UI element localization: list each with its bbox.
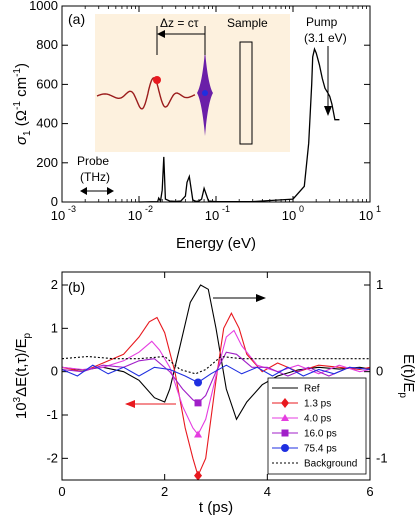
inset-schematic-background — [95, 14, 290, 152]
probe-label-line1: Probe — [77, 154, 109, 168]
panel-a-xtick-label: 10 — [205, 208, 219, 223]
panel-a-xtick-label: 10 — [282, 208, 296, 223]
panel-b-xlabel: t (ps) — [199, 499, 233, 516]
panel-a-ylabel-sub: 1 — [22, 130, 33, 136]
panel-a-series — [138, 47, 340, 203]
panel-a-ytick-label: 600 — [36, 76, 58, 91]
panel-b-ylabel-right-base: E(t)/E — [400, 354, 415, 392]
panel-a-ytick-label: 0 — [51, 194, 58, 209]
panel-b-xtick-label: 0 — [58, 484, 65, 499]
panel-b-series — [61, 284, 371, 481]
legend-label-0: Ref — [304, 384, 320, 395]
panel-b-xtick-label: 6 — [366, 484, 373, 499]
panel-b-ylabel-left: 103ΔE(t,τ)/Ep — [12, 332, 33, 419]
legend-label-3: 16.0 ps — [304, 429, 337, 440]
panel-b-ticks: 0 2 4 6 -2 -1 0 1 2 -1 0 1 — [46, 272, 388, 499]
probe-pulse-marker — [153, 76, 161, 84]
panel-b-ytick-right-label: 0 — [376, 364, 383, 379]
legend-box — [267, 377, 367, 475]
legend: Ref 1.3 ps 4.0 ps 16.0 ps 75.4 ps Background — [267, 377, 367, 475]
legend-label-4: 75.4 ps — [304, 444, 337, 455]
sample-box — [239, 41, 253, 145]
panel-a-ylabel-main: σ — [13, 135, 30, 145]
panel-b-series-marker-2 — [194, 430, 203, 438]
panel-b-series-line-4 — [61, 364, 371, 384]
right-axis-arrowhead — [256, 294, 266, 302]
panel-b-ytick-left-label: 1 — [51, 320, 58, 335]
panel-a-ylabel: σ1 (Ω-1 cm-1) — [12, 63, 33, 145]
panel-a-ylabel-units: (Ω — [13, 110, 30, 126]
probe-arrowhead-left — [80, 187, 87, 195]
panel-a-ylabel-close: ) — [13, 63, 30, 68]
delta-z-arrowhead — [157, 30, 165, 38]
panel-b-ytick-left-label: 0 — [51, 364, 58, 379]
pump-label-line1: Pump — [306, 15, 338, 29]
probe-pulse-wave — [96, 77, 196, 110]
panel-b-xtick-label: 4 — [264, 484, 271, 499]
panel-a-xtick-exponent: 1 — [376, 204, 381, 214]
panel-a-xtick-exponent: -1 — [222, 204, 230, 214]
legend-label-1: 1.3 ps — [304, 399, 331, 410]
legend-marker-4 — [281, 444, 289, 452]
panel-a-ytick-label: 1000 — [29, 0, 58, 13]
panel-b-ylabel-left-exp: 3 — [12, 396, 23, 402]
probe-arrowhead-right — [107, 187, 114, 195]
legend-marker-3 — [281, 429, 289, 437]
panel-a-ylabel-cm: cm — [13, 77, 30, 101]
panel-b-ytick-right-label: 1 — [376, 277, 383, 292]
panel-b-series-marker-4 — [194, 378, 203, 387]
panel-b-ytick-right-label: -1 — [376, 450, 388, 465]
legend-label-5: Background — [304, 459, 357, 470]
panel-b-frame — [61, 271, 371, 481]
panel-b-series-marker-1 — [194, 470, 203, 481]
left-axis-arrowhead — [125, 400, 135, 408]
pump-pulse-marker — [202, 90, 208, 96]
panel-b-xtick-label: 2 — [161, 484, 168, 499]
panel-b-ylabel-left-sub: p — [22, 332, 33, 338]
panel-b-series-line-2 — [61, 329, 371, 436]
panel-b-ylabel-right: E(t)/Ep — [397, 354, 415, 398]
svg-text:σ1 (Ω-1 cm-1): σ1 (Ω-1 cm-1) — [12, 63, 33, 145]
panel-b-series-line-3 — [61, 351, 371, 404]
panel-b-ylabel-right-sub: p — [397, 392, 408, 398]
panel-a-frame — [61, 5, 371, 203]
panel-a-ytick-label: 200 — [36, 155, 58, 170]
panel-a-xtick-label: 10 — [128, 208, 142, 223]
panel-b-label: (b) — [68, 279, 85, 295]
panel-a-ytick-label: 400 — [36, 116, 58, 131]
legend-marker-2 — [281, 414, 289, 421]
panel-b-ytick-left-label: -2 — [46, 450, 58, 465]
panel-a-ytick-label: 800 — [36, 37, 58, 52]
legend-marker-1 — [281, 398, 289, 408]
panel-b-series-line-5 — [61, 355, 370, 375]
panel-a-ylabel-exp2: -1 — [12, 68, 23, 77]
svg-text:103ΔE(t,τ)/Ep: 103ΔE(t,τ)/Ep — [12, 332, 33, 419]
panel-b-ylabel-left-rest: ΔE(t,τ)/E — [13, 338, 30, 396]
panel-a-conductivity-line — [138, 47, 340, 203]
panel-b-ytick-left-label: -1 — [46, 407, 58, 422]
delta-z-label: Δz = cτ — [160, 16, 199, 30]
panel-b-ytick-left-label: 2 — [51, 277, 58, 292]
panel-a-xtick-exponent: -3 — [68, 204, 76, 214]
inset-schematic: Δz = cτ Sample — [96, 16, 268, 145]
legend-label-2: 4.0 ps — [304, 414, 331, 425]
panel-a-label: (a) — [68, 11, 85, 27]
panel-b: 0 2 4 6 -2 -1 0 1 2 -1 0 1 (b) Ref 1.3 ps 4.0 ps 16.0 … — [12, 271, 415, 516]
panel-b-series-marker-3 — [194, 399, 202, 407]
pump-arrowhead — [324, 106, 332, 116]
panel-a-xtick-label: 10 — [359, 208, 373, 223]
panel-a-xtick-exponent: 0 — [299, 204, 304, 214]
panel-a-xtick-exponent: -2 — [145, 204, 153, 214]
panel-a-ylabel-exp1: -1 — [12, 101, 23, 110]
panel-a-xtick-label: 10 — [51, 208, 65, 223]
panel-b-ylabel-left-base: 10 — [13, 402, 30, 419]
sample-label: Sample — [227, 16, 268, 30]
pump-label-line2: (3.1 eV) — [304, 31, 347, 45]
panel-a-xlabel: Energy (eV) — [176, 235, 256, 252]
probe-label-line2: (THz) — [80, 170, 110, 184]
svg-text:E(t)/Ep: E(t)/Ep — [397, 354, 415, 398]
